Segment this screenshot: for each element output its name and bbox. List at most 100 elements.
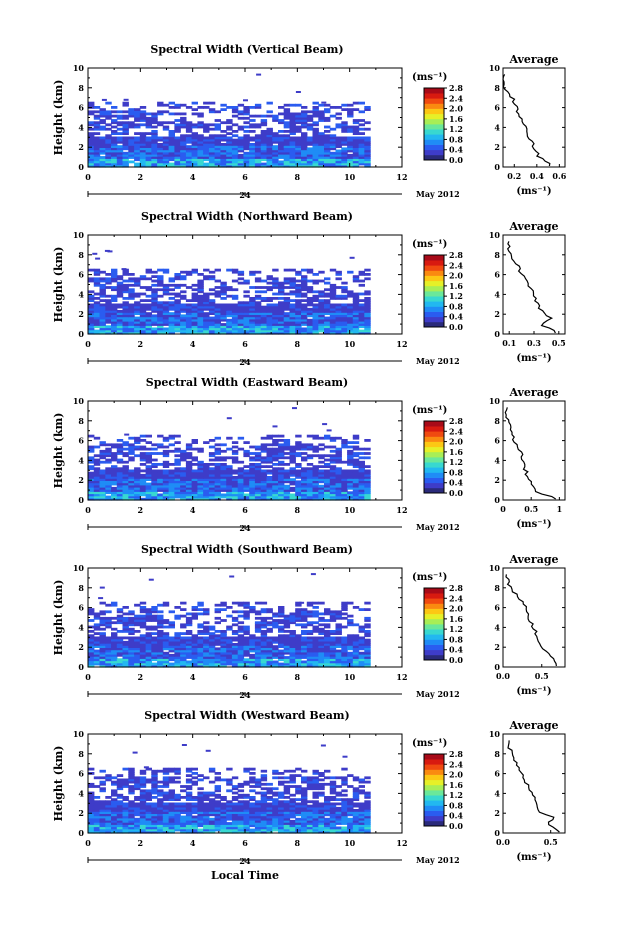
heatmap-cell <box>116 645 124 648</box>
heatmap-cell <box>122 303 129 307</box>
heatmap-cell <box>237 614 245 618</box>
heatmap-cell <box>231 630 239 633</box>
heatmap-cell <box>231 123 239 127</box>
heatmap-cell <box>335 116 342 120</box>
heatmap-cell <box>88 160 95 164</box>
heatmap-cell <box>111 495 118 499</box>
heatmap-cell <box>335 305 342 309</box>
heatmap-cell <box>174 817 181 821</box>
heatmap-cell <box>145 662 152 666</box>
heatmap-cell <box>231 138 239 142</box>
heatmap-cell <box>329 491 337 495</box>
heatmap-cell <box>180 275 187 278</box>
heatmap-cell <box>278 121 285 125</box>
heatmap-cell <box>254 297 262 300</box>
heatmap-cell <box>220 656 227 659</box>
heatmap-cell <box>237 125 245 129</box>
heatmap-cell <box>347 314 354 318</box>
heatmap-cell <box>283 121 291 125</box>
heatmap-cell <box>168 327 175 331</box>
heatmap-cell <box>139 156 147 159</box>
heatmap-cell <box>249 608 256 611</box>
heatmap-cell <box>301 116 308 120</box>
heatmap-cell <box>151 463 158 466</box>
heatmap-cell <box>226 493 233 497</box>
heatmap-cell <box>145 145 152 148</box>
heatmap-cell <box>312 156 319 159</box>
heatmap-cell <box>105 138 112 142</box>
heatmap-cell <box>358 303 365 307</box>
heatmap-cell <box>289 638 296 642</box>
heatmap-cell <box>174 112 181 116</box>
heatmap-cell <box>352 331 360 335</box>
heatmap-cell <box>151 147 158 151</box>
heatmap-cell <box>260 610 268 614</box>
average-frame <box>502 400 566 501</box>
heatmap-cell <box>122 114 129 118</box>
heatmap-cell <box>168 314 175 318</box>
heatmap-cell <box>295 325 302 329</box>
heatmap-cell <box>289 114 296 118</box>
heatmap-cell <box>151 156 158 159</box>
heatmap-cell <box>231 651 239 655</box>
heatmap-cell <box>134 824 141 828</box>
heatmap-cell <box>174 636 181 640</box>
heatmap-cell <box>295 290 302 294</box>
heatmap-cell <box>254 636 262 640</box>
heatmap-cell <box>272 164 279 168</box>
heatmap-cell <box>260 121 268 125</box>
heatmap-cell <box>180 493 187 497</box>
heatmap-cell <box>254 160 262 164</box>
heatmap-cell <box>208 830 216 834</box>
heatmap-cell <box>254 286 262 289</box>
heatmap-cell <box>151 489 158 492</box>
heatmap-cell <box>203 495 210 499</box>
heatmap-cell <box>306 664 314 668</box>
heatmap-cell <box>116 495 124 499</box>
heatmap-cell <box>335 828 342 832</box>
y-tick-label: 2 <box>78 142 84 152</box>
heatmap-cell <box>134 305 141 309</box>
heatmap-cell <box>185 156 193 159</box>
heatmap-cell <box>128 486 135 490</box>
heatmap-cell <box>301 327 308 331</box>
heatmap-cell <box>111 489 118 492</box>
heatmap-cell <box>254 482 262 486</box>
heatmap-cell <box>180 471 187 475</box>
heatmap-cell <box>157 143 164 146</box>
heatmap-cell <box>312 123 319 127</box>
heatmap-cell <box>214 660 221 664</box>
heatmap-cell <box>266 495 273 499</box>
heatmap-cell <box>318 316 325 320</box>
heatmap-cell <box>107 250 113 253</box>
heatmap-cell <box>208 445 216 449</box>
heatmap-cell <box>329 162 337 166</box>
heatmap-cell <box>191 441 198 444</box>
heatmap-cell <box>122 476 129 479</box>
heatmap-cell <box>226 286 233 289</box>
heatmap-cell <box>88 110 95 114</box>
heatmap-cell <box>128 630 135 633</box>
heatmap-cell <box>197 164 204 168</box>
heatmap-cell <box>283 489 291 492</box>
average-y-tick-label: 6 <box>494 603 500 613</box>
heatmap-cell <box>289 651 296 655</box>
heatmap-cell <box>214 323 221 326</box>
heatmap-cell <box>231 160 239 164</box>
heatmap-cell <box>237 469 245 473</box>
heatmap-cell <box>220 325 227 329</box>
heatmap-cell <box>329 449 337 453</box>
heatmap-cell <box>278 497 285 501</box>
heatmap-cell <box>329 636 337 640</box>
heatmap-cell <box>191 612 198 616</box>
heatmap-cell <box>185 140 193 144</box>
heatmap-cell <box>289 632 296 635</box>
heatmap-cell <box>168 149 175 153</box>
heatmap-cell <box>301 277 308 281</box>
heatmap-cell <box>329 323 337 326</box>
heatmap-cell <box>272 320 279 324</box>
heatmap-cell <box>93 822 101 825</box>
heatmap-cell <box>174 491 181 495</box>
heatmap-cell <box>203 327 210 331</box>
heatmap-cell <box>249 822 256 825</box>
